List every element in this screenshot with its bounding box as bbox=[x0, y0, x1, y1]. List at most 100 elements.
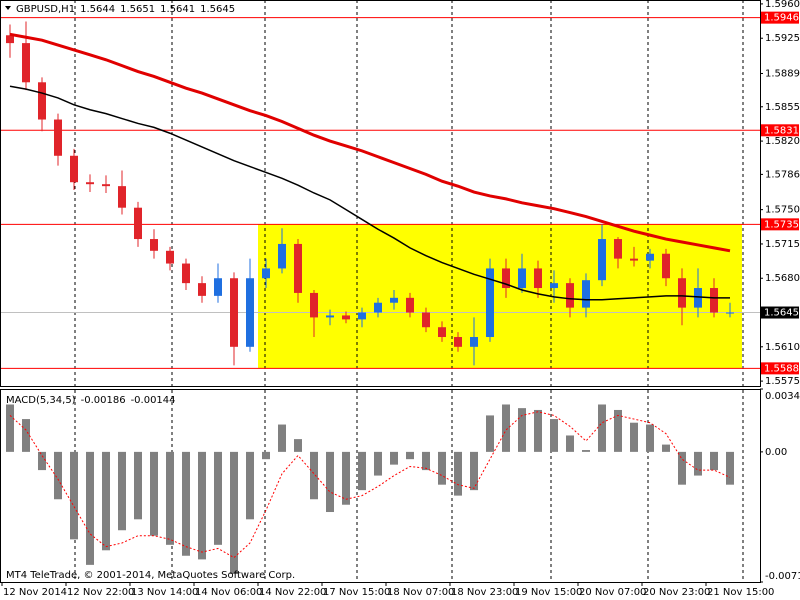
candle-body bbox=[246, 278, 254, 347]
candle-body bbox=[726, 312, 734, 314]
candle-body bbox=[86, 182, 94, 185]
macd-bar bbox=[118, 451, 126, 531]
candle-body bbox=[422, 312, 430, 328]
candle-body bbox=[134, 207, 142, 240]
macd-bar bbox=[150, 451, 158, 536]
y-tick-label: 1.5715 bbox=[765, 239, 800, 250]
header-value: 1.5641 bbox=[160, 4, 195, 15]
candle-body bbox=[230, 278, 238, 347]
x-tick-label: 21 Nov 15:00 bbox=[707, 587, 774, 598]
candle-body bbox=[310, 292, 318, 318]
candle-body bbox=[518, 268, 526, 289]
candle-body bbox=[358, 312, 366, 320]
candle-body bbox=[406, 297, 414, 313]
x-tick-label: 14 Nov 06:00 bbox=[195, 587, 262, 598]
x-tick-label: 12 Nov 22:00 bbox=[67, 587, 134, 598]
price-label: 1.5946 bbox=[764, 13, 799, 24]
candle-body bbox=[374, 302, 382, 313]
macd-bar bbox=[534, 409, 542, 452]
macd-bar bbox=[502, 404, 510, 452]
macd-bar bbox=[246, 451, 254, 520]
y-tick-label: 1.5680 bbox=[765, 273, 800, 284]
header-value: 1.5645 bbox=[200, 4, 235, 15]
candle-body bbox=[278, 243, 286, 269]
y-tick-label: 1.5750 bbox=[765, 205, 800, 216]
symbol: MACD(5,34,5) bbox=[6, 395, 76, 406]
y-tick-label: 1.5786 bbox=[765, 169, 800, 180]
candle-body bbox=[390, 297, 398, 303]
candle-body bbox=[678, 278, 686, 308]
macd-title: MACD(5,34,5) -0.00186 -0.00144 bbox=[6, 395, 176, 406]
day-separators bbox=[74, 0, 744, 582]
header-value: -0.00144 bbox=[131, 395, 176, 406]
price-label: 1.5735 bbox=[764, 219, 799, 230]
macd-bar bbox=[630, 422, 638, 452]
macd-bar bbox=[374, 451, 382, 476]
candle-body bbox=[294, 243, 302, 293]
x-tick-label: 12 Nov 2014 bbox=[3, 587, 67, 598]
macd-bar bbox=[262, 451, 270, 460]
candle-body bbox=[534, 268, 542, 289]
y-tick-label: 1.5820 bbox=[765, 136, 800, 147]
y-tick-label: 1.5610 bbox=[765, 342, 800, 353]
macd-bar bbox=[278, 424, 286, 452]
macd-bar bbox=[550, 419, 558, 452]
price-label: 1.5831 bbox=[764, 125, 799, 136]
macd-bar bbox=[390, 451, 398, 465]
candle-body bbox=[22, 43, 30, 83]
candle-body bbox=[470, 337, 478, 347]
header-value: -0.00186 bbox=[81, 395, 126, 406]
macd-bar bbox=[342, 451, 350, 505]
candle-body bbox=[166, 250, 174, 264]
macd-bar bbox=[710, 451, 718, 471]
candle-body bbox=[630, 258, 638, 261]
menu-arrow[interactable] bbox=[5, 6, 11, 10]
price-label: 1.5588 bbox=[764, 363, 799, 374]
macd-bar bbox=[662, 444, 670, 452]
macd-bar bbox=[230, 451, 238, 574]
candle-body bbox=[38, 82, 46, 120]
candle-body bbox=[262, 268, 270, 279]
candle-body bbox=[566, 283, 574, 308]
x-tick-label: 20 Nov 23:00 bbox=[643, 587, 710, 598]
x-tick-label: 14 Nov 22:00 bbox=[259, 587, 326, 598]
macd-bar bbox=[486, 415, 494, 452]
macd-bar bbox=[470, 451, 478, 491]
price-label-box bbox=[761, 306, 799, 319]
x-tick-label: 18 Nov 23:00 bbox=[451, 587, 518, 598]
macd-bar bbox=[694, 451, 702, 476]
candle-body bbox=[646, 253, 654, 261]
macd-bar bbox=[358, 451, 366, 491]
x-tick-label: 17 Nov 15:00 bbox=[323, 587, 390, 598]
price-label-box bbox=[761, 362, 799, 375]
candle-body bbox=[598, 239, 606, 281]
y-tick-label: -0.00714 bbox=[765, 571, 800, 582]
y-tick-label: 1.5960 bbox=[765, 0, 800, 10]
macd-bar bbox=[438, 451, 446, 485]
candle-body bbox=[118, 186, 126, 208]
candle-body bbox=[438, 327, 446, 338]
macd-bar bbox=[6, 404, 14, 452]
y-tick-label: 0.00 bbox=[765, 447, 787, 458]
copyright: MT4 TeleTrade, © 2001-2014, MetaQuotes S… bbox=[6, 570, 295, 581]
macd-bar bbox=[422, 451, 430, 471]
macd-bar bbox=[646, 424, 654, 452]
candle-body bbox=[342, 315, 350, 320]
macd-bar bbox=[22, 419, 30, 452]
candle-body bbox=[694, 288, 702, 308]
macd-bar bbox=[454, 451, 462, 496]
candle-body bbox=[710, 288, 718, 313]
y-tick-label: 1.5855 bbox=[765, 102, 800, 113]
price-label-box bbox=[761, 11, 799, 24]
candle-body bbox=[662, 253, 670, 279]
price-frame bbox=[0, 0, 761, 387]
macd-bar bbox=[166, 451, 174, 545]
candle-body bbox=[582, 280, 590, 308]
x-tick-label: 20 Nov 07:00 bbox=[579, 587, 646, 598]
macd-bar bbox=[678, 451, 686, 485]
macd-bar bbox=[614, 409, 622, 452]
candle-body bbox=[502, 268, 510, 289]
